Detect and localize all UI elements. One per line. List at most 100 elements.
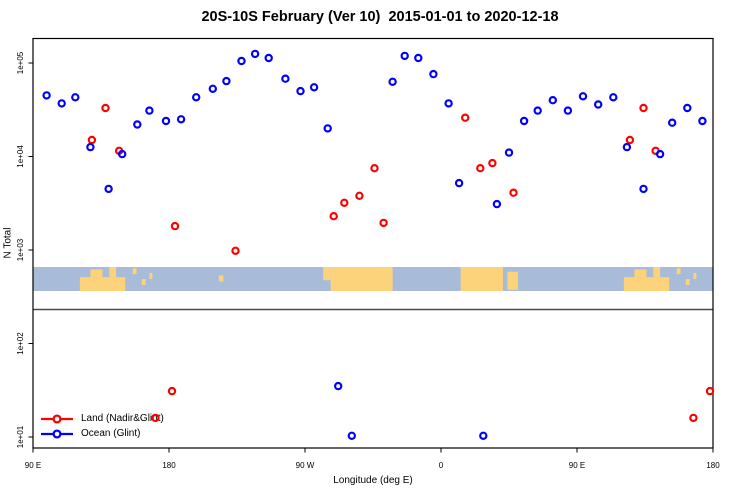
data-point-ocean bbox=[609, 93, 618, 102]
y-tick-label: 1e+02 bbox=[16, 332, 25, 355]
data-point-ocean bbox=[71, 93, 80, 102]
data-point-ocean bbox=[683, 103, 692, 113]
map-land-patch bbox=[132, 268, 137, 275]
data-point-ocean bbox=[104, 184, 113, 194]
data-point-ocean bbox=[563, 106, 573, 115]
map-land-patch bbox=[634, 269, 647, 278]
map-land-patch bbox=[323, 267, 331, 281]
data-point-land bbox=[476, 163, 485, 173]
data-point-ocean bbox=[133, 120, 142, 129]
data-point-ocean bbox=[504, 148, 514, 157]
data-point-ocean bbox=[655, 149, 665, 159]
x-tick-label: 180 bbox=[706, 461, 720, 470]
map-land-patch bbox=[90, 269, 103, 278]
data-point-ocean bbox=[429, 69, 438, 79]
legend-symbol-land-icon bbox=[41, 413, 73, 424]
data-point-ocean bbox=[578, 92, 588, 101]
legend-item-ocean: Ocean (Glint) bbox=[40, 426, 164, 441]
data-point-ocean bbox=[548, 95, 558, 105]
legend: Land (Nadir&Glint) Ocean (Glint) bbox=[40, 411, 164, 441]
data-point-land bbox=[461, 113, 470, 122]
data-point-ocean bbox=[492, 199, 502, 209]
data-point-ocean bbox=[161, 116, 171, 126]
legend-label-ocean: Ocean (Glint) bbox=[81, 428, 141, 439]
map-land-patch bbox=[653, 267, 661, 278]
data-point-ocean bbox=[237, 56, 246, 66]
x-axis-title: Longitude (deg E) bbox=[333, 475, 413, 486]
x-tick-label: 90 E bbox=[25, 461, 41, 470]
plot-border bbox=[32, 37, 714, 449]
data-point-land bbox=[170, 221, 180, 231]
data-point-ocean bbox=[622, 142, 632, 152]
data-point-land bbox=[329, 211, 338, 221]
x-tick-label: 90 E bbox=[569, 461, 585, 470]
data-point-land bbox=[379, 218, 388, 228]
data-point-ocean bbox=[668, 118, 677, 127]
data-point-ocean bbox=[208, 84, 217, 94]
data-point-ocean bbox=[296, 86, 305, 96]
legend-symbol-ocean-icon bbox=[41, 428, 73, 439]
data-point-ocean bbox=[264, 53, 273, 63]
map-land-patch bbox=[218, 275, 224, 282]
data-point-ocean bbox=[444, 99, 453, 108]
data-point-land bbox=[87, 135, 97, 145]
data-point-land bbox=[625, 135, 635, 145]
map-land-patch bbox=[685, 279, 690, 285]
x-tick-label: 0 bbox=[439, 461, 444, 470]
data-point-ocean bbox=[323, 124, 332, 133]
data-point-ocean bbox=[309, 83, 319, 92]
map-land-patch bbox=[693, 273, 697, 279]
data-point-ocean bbox=[533, 106, 542, 115]
data-point-ocean bbox=[414, 53, 423, 63]
data-point-ocean bbox=[519, 116, 529, 126]
data-point-land bbox=[101, 103, 110, 113]
map-land-patch bbox=[460, 267, 503, 291]
data-point-ocean bbox=[176, 115, 186, 124]
map-land-patch bbox=[149, 273, 153, 279]
data-point-land bbox=[639, 103, 648, 113]
data-point-land bbox=[705, 386, 715, 396]
map-land-patch bbox=[676, 268, 681, 275]
legend-item-land: Land (Nadir&Glint) bbox=[40, 411, 164, 426]
data-point-land bbox=[509, 188, 518, 197]
data-point-ocean bbox=[639, 184, 648, 194]
data-point-land bbox=[689, 413, 698, 423]
data-point-ocean bbox=[388, 77, 397, 87]
data-point-ocean bbox=[145, 106, 154, 115]
data-point-land bbox=[231, 246, 240, 255]
data-point-ocean bbox=[57, 99, 66, 108]
map-land-patch bbox=[141, 279, 146, 285]
map-land-patch bbox=[79, 277, 126, 291]
x-tick-label: 90 W bbox=[296, 461, 315, 470]
data-point-ocean bbox=[454, 178, 464, 188]
data-point-ocean bbox=[594, 100, 603, 109]
data-point-ocean bbox=[117, 149, 127, 159]
map-land-patch bbox=[109, 267, 117, 278]
map-land-patch bbox=[507, 271, 519, 290]
data-point-land bbox=[340, 198, 349, 207]
data-point-ocean bbox=[347, 431, 356, 440]
legend-label-land: Land (Nadir&Glint) bbox=[81, 413, 164, 424]
data-point-land bbox=[355, 191, 364, 200]
y-tick-label: 1e+04 bbox=[16, 145, 25, 168]
data-point-ocean bbox=[698, 116, 707, 126]
data-point-ocean bbox=[191, 93, 201, 102]
data-point-land bbox=[167, 386, 177, 396]
y-tick-label: 1e+01 bbox=[16, 425, 25, 448]
chart-title: 20S-10S February (Ver 10) 2015-01-01 to … bbox=[201, 9, 559, 25]
data-point-ocean bbox=[479, 431, 488, 440]
data-point-land bbox=[488, 158, 497, 168]
y-tick-label: 1e+05 bbox=[16, 51, 25, 74]
data-point-ocean bbox=[250, 49, 260, 59]
data-point-ocean bbox=[281, 74, 290, 83]
map-land-patch bbox=[623, 277, 670, 291]
data-point-ocean bbox=[222, 76, 231, 86]
data-point-ocean bbox=[42, 91, 51, 100]
y-tick-label: 1e+03 bbox=[16, 238, 25, 261]
data-point-land bbox=[370, 163, 379, 173]
x-tick-label: 180 bbox=[162, 461, 176, 470]
data-point-land bbox=[151, 413, 160, 423]
map-land-patch bbox=[330, 267, 393, 291]
